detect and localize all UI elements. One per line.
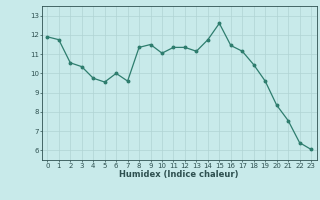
X-axis label: Humidex (Indice chaleur): Humidex (Indice chaleur) [119, 170, 239, 179]
